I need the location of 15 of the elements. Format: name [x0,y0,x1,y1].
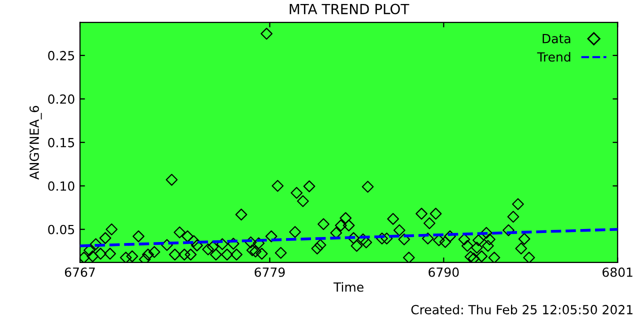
x-tick-label: 6767 [64,267,95,277]
y-tick-label: 0.20 [48,94,74,104]
y-tick-label: 0.25 [48,50,74,60]
x-axis-title: Time [333,282,364,292]
x-tick-label: 6779 [254,267,285,277]
y-axis-title: ANGYNEA_6 [30,106,42,180]
y-tick-label: 0.10 [48,181,74,191]
text: Created: Thu Feb 25 12:05:50 2021 [411,304,632,314]
legend-label: Data [542,34,570,44]
chart-title: MTA TREND PLOT [290,4,410,14]
legend-label: Trend [537,52,570,62]
y-tick-label: 0.15 [48,138,74,148]
y-tick-label: 0.05 [48,224,74,234]
x-tick-label: 6790 [428,267,459,277]
x-tick-label: 6801 [602,267,632,277]
